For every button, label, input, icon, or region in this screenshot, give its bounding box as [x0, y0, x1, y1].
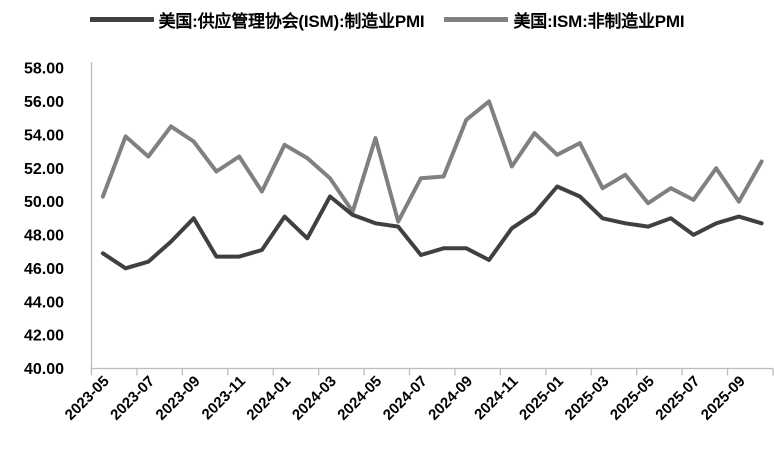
x-axis-label: 2024-11	[471, 373, 521, 423]
y-axis-label: 48.00	[24, 228, 64, 245]
legend-item-manufacturing-pmi: 美国:供应管理协会(ISM):制造业PMI	[89, 7, 425, 32]
x-axis-label: 2025-03	[561, 373, 612, 424]
x-axis-label: 2024-01	[243, 373, 294, 424]
y-axis-label: 40.00	[24, 361, 64, 378]
y-axis-label: 58.00	[24, 61, 64, 78]
legend-item-nonmanufacturing-pmi: 美国:ISM:非制造业PMI	[444, 7, 685, 32]
x-axis-label: 2024-05	[334, 373, 385, 424]
y-axis-label: 46.00	[24, 261, 64, 278]
series-line-nonmanufacturing-pmi	[100, 99, 764, 224]
chart-legend: 美国:供应管理协会(ISM):制造业PMI 美国:ISM:非制造业PMI	[0, 5, 774, 33]
series-line-manufacturing-pmi	[100, 184, 764, 271]
manufacturing-series-swatch	[89, 16, 154, 22]
x-axis-label: 2024-03	[289, 373, 340, 424]
y-axis-label: 44.00	[24, 294, 64, 311]
y-axis-label: 52.00	[24, 161, 64, 178]
x-axis-label: 2025-07	[652, 373, 703, 424]
y-axis-label: 42.00	[24, 328, 64, 345]
x-axis-label: 2025-01	[516, 373, 567, 424]
x-axis-label: 2023-09	[153, 373, 204, 424]
x-axis-label: 2023-05	[62, 373, 113, 424]
legend-label: 美国:ISM:非制造业PMI	[513, 11, 685, 31]
y-axis-label: 50.00	[24, 194, 64, 211]
x-axis-label: 2023-07	[107, 373, 158, 424]
x-axis-label: 2023-11	[199, 373, 249, 423]
nonmanufacturing-series-swatch	[444, 16, 509, 22]
x-axis-label: 2025-05	[607, 373, 658, 424]
x-axis-label: 2024-07	[380, 373, 431, 424]
x-axis-label: 2024-09	[425, 373, 476, 424]
x-axis-label: 2025-09	[698, 373, 749, 424]
y-axis-label: 56.00	[24, 94, 64, 111]
legend-label: 美国:供应管理协会(ISM):制造业PMI	[158, 11, 425, 31]
y-axis-label: 54.00	[24, 127, 64, 144]
